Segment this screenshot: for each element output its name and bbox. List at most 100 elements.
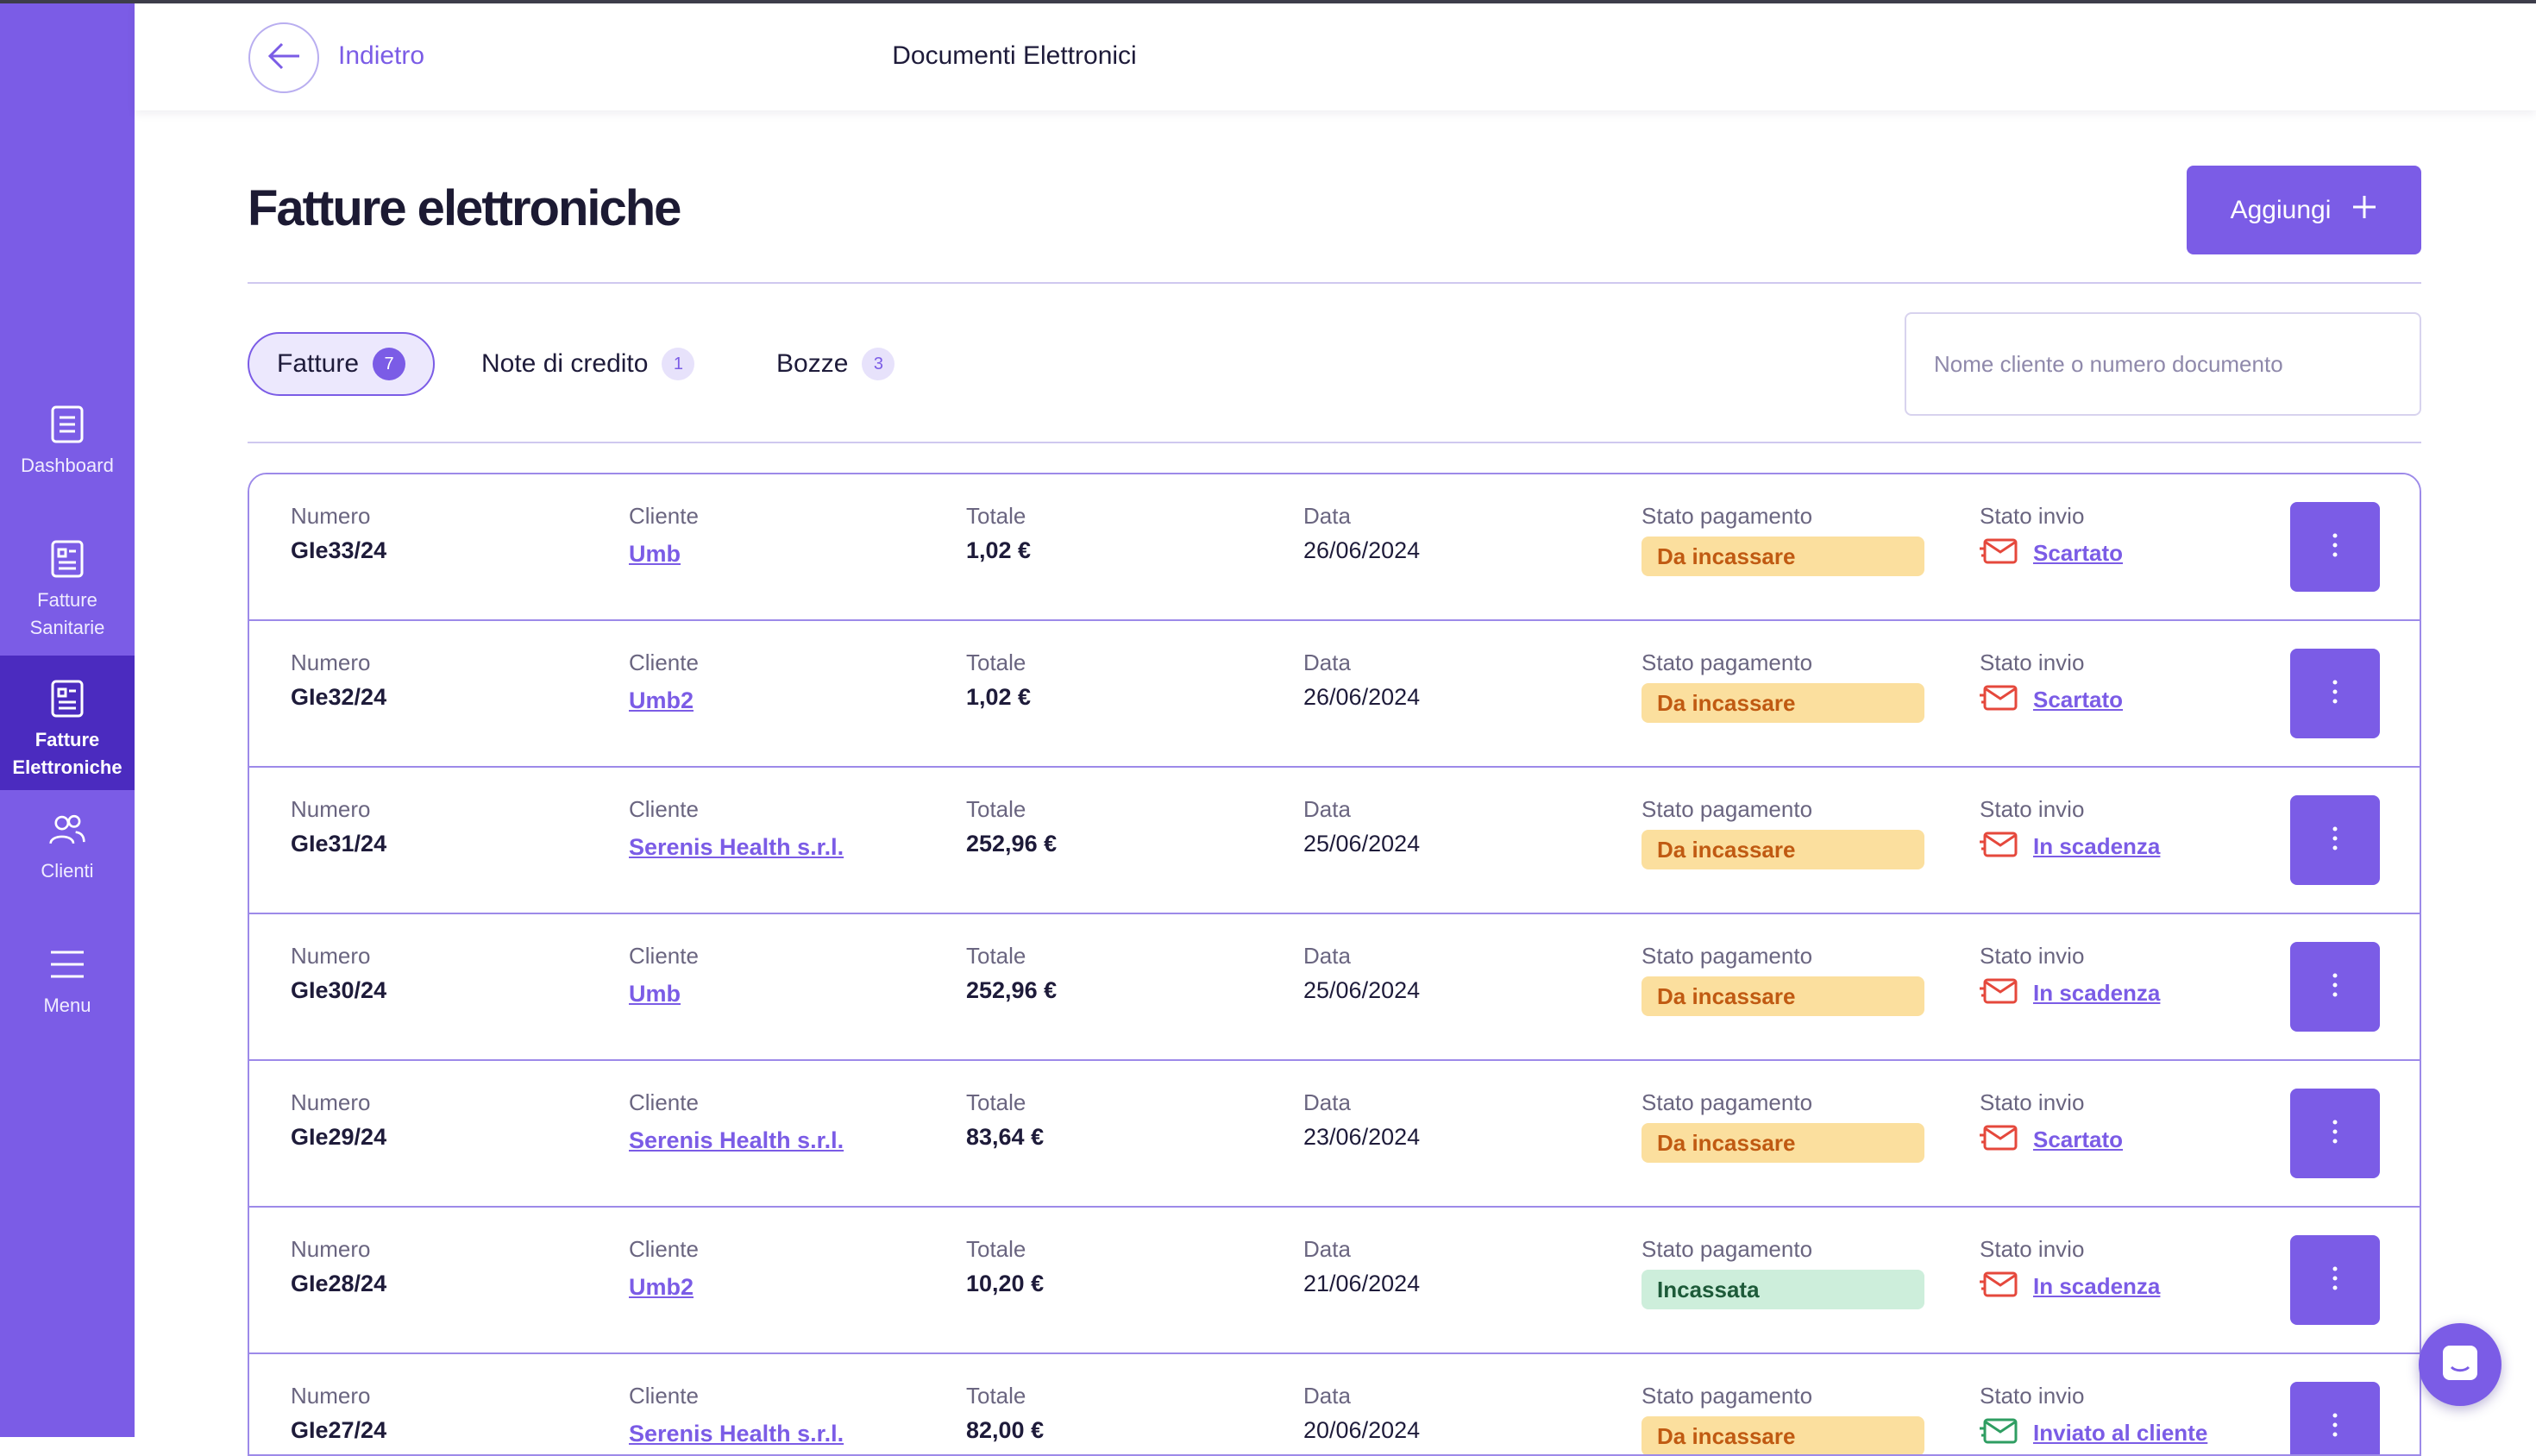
send-status-cell: Stato invio In scadenza [1980,795,2160,863]
sidebar-item-label: Menu [43,995,91,1016]
cliente-cell: Cliente Serenis Health s.r.l. [629,1089,844,1158]
users-icon [48,811,86,849]
cliente-cell: Cliente Serenis Health s.r.l. [629,1382,844,1451]
payment-status-badge: Da incassare [1641,1123,1924,1163]
chat-button[interactable] [2419,1323,2501,1406]
table-row: Numero GIe30/24 Cliente Umb Totale 252,96 € Da… [249,914,2420,1061]
row-actions-button[interactable] [2290,502,2380,592]
send-status-cell: Stato invio Inviato al cliente [1980,1382,2207,1450]
page-title: Fatture elettroniche [248,180,681,236]
client-link[interactable]: Serenis Health s.r.l. [629,834,844,860]
more-vertical-icon [2332,532,2338,562]
back-link[interactable]: Indietro [338,41,425,70]
header-title-wrap: Documenti Elettronici [247,41,1782,71]
invoice-date: 25/06/2024 [1303,831,1421,857]
sidebar-item-label: Fatture Elettroniche [12,729,122,778]
row-actions-button[interactable] [2290,1235,2380,1325]
client-link[interactable]: Umb2 [629,1274,694,1300]
data-label: Data [1303,503,1351,529]
divider [248,282,2421,284]
client-link[interactable]: Serenis Health s.r.l. [629,1127,844,1153]
payment-status-badge: Da incassare [1641,537,1924,576]
search-field[interactable] [1905,312,2421,416]
sidebar-item-fatture-sanitarie[interactable]: Fatture Sanitarie [0,540,135,652]
invoice-icon [48,540,86,578]
send-status-label: Stato invio [1980,1383,2085,1409]
row-actions-button[interactable] [2290,649,2380,738]
payment-status-label: Stato pagamento [1641,1383,1813,1409]
client-link[interactable]: Umb [629,981,681,1007]
payment-status-cell: Stato pagamento Da incassare [1641,1382,1924,1454]
sidebar-item-clienti[interactable]: Clienti [0,811,135,906]
row-actions-button[interactable] [2290,1382,2380,1454]
back-button[interactable] [248,22,319,93]
payment-status-cell: Stato pagamento Da incassare [1641,942,1924,1016]
sidebar: Dashboard Fatture Sanitarie Fatture Elet… [0,0,135,1437]
send-status-cell: Stato invio Scartato [1980,1089,2123,1157]
numero-label: Numero [291,1236,371,1262]
plus-icon [2351,194,2377,227]
cliente-cell: Cliente Umb [629,502,699,571]
cliente-label: Cliente [629,943,699,969]
totale-cell: Totale 1,02 € [966,502,1031,568]
data-label: Data [1303,943,1351,969]
client-link[interactable]: Serenis Health s.r.l. [629,1421,844,1447]
chat-icon [2440,1343,2480,1387]
send-status-cell: Stato invio In scadenza [1980,1235,2160,1303]
payment-status-badge: Da incassare [1641,683,1924,723]
numero-label: Numero [291,1089,371,1115]
tab-bozze[interactable]: Bozze 3 [776,332,895,396]
numero-cell: Numero GIe29/24 [291,1089,386,1154]
invoice-total: 83,64 € [966,1124,1045,1150]
numero-label: Numero [291,1383,371,1409]
tab-note-di-credito[interactable]: Note di credito 1 [481,332,695,396]
payment-status-label: Stato pagamento [1641,1236,1813,1262]
send-status-cell: Stato invio Scartato [1980,649,2123,717]
data-cell: Data 23/06/2024 [1303,1089,1420,1154]
numero-cell: Numero GIe30/24 [291,942,386,1007]
table-row: Numero GIe31/24 Cliente Serenis Health s.r.… [249,768,2420,914]
data-label: Data [1303,650,1351,675]
totale-cell: Totale 252,96 € [966,942,1057,1007]
mail-icon [1980,1123,2019,1157]
send-status-link[interactable]: In scadenza [2033,833,2161,859]
invoice-date: 23/06/2024 [1303,1124,1421,1150]
data-label: Data [1303,1383,1351,1409]
client-link[interactable]: Umb2 [629,687,694,713]
invoice-total: 82,00 € [966,1417,1045,1443]
add-button[interactable]: Aggiungi [2187,166,2421,254]
payment-status-cell: Stato pagamento Da incassare [1641,1089,1924,1163]
row-actions-button[interactable] [2290,795,2380,885]
invoice-total: 252,96 € [966,977,1058,1003]
cliente-cell: Cliente Serenis Health s.r.l. [629,795,844,864]
send-status-link[interactable]: Inviato al cliente [2033,1420,2208,1446]
invoice-number: GIe27/24 [291,1417,387,1443]
payment-status-badge: Da incassare [1641,976,1924,1016]
data-cell: Data 26/06/2024 [1303,502,1420,568]
numero-label: Numero [291,796,371,822]
send-status-link[interactable]: Scartato [2033,540,2124,566]
client-link[interactable]: Umb [629,541,681,567]
sidebar-item-fatture-elettroniche[interactable]: Fatture Elettroniche [0,656,135,790]
more-vertical-icon [2332,1265,2338,1296]
send-status-link[interactable]: In scadenza [2033,1273,2161,1299]
table-row: Numero GIe29/24 Cliente Serenis Health s.r.… [249,1061,2420,1208]
tab-fatture[interactable]: Fatture 7 [248,332,436,396]
send-status-link[interactable]: In scadenza [2033,980,2161,1006]
row-actions-button[interactable] [2290,1089,2380,1178]
numero-cell: Numero GIe28/24 [291,1235,386,1301]
totale-label: Totale [966,1383,1026,1409]
sidebar-item-dashboard[interactable]: Dashboard [0,405,135,509]
totale-label: Totale [966,1236,1026,1262]
sidebar-item-label: Clienti [41,860,94,882]
send-status-link[interactable]: Scartato [2033,1127,2124,1152]
row-actions-button[interactable] [2290,942,2380,1032]
cliente-label: Cliente [629,796,699,822]
totale-label: Totale [966,503,1026,529]
numero-cell: Numero GIe33/24 [291,502,386,568]
payment-status-cell: Stato pagamento Incassata [1641,1235,1924,1309]
send-status-link[interactable]: Scartato [2033,687,2124,712]
payment-status-cell: Stato pagamento Da incassare [1641,795,1924,869]
search-input[interactable] [1934,350,2420,378]
sidebar-item-menu[interactable]: Menu [0,945,135,1040]
